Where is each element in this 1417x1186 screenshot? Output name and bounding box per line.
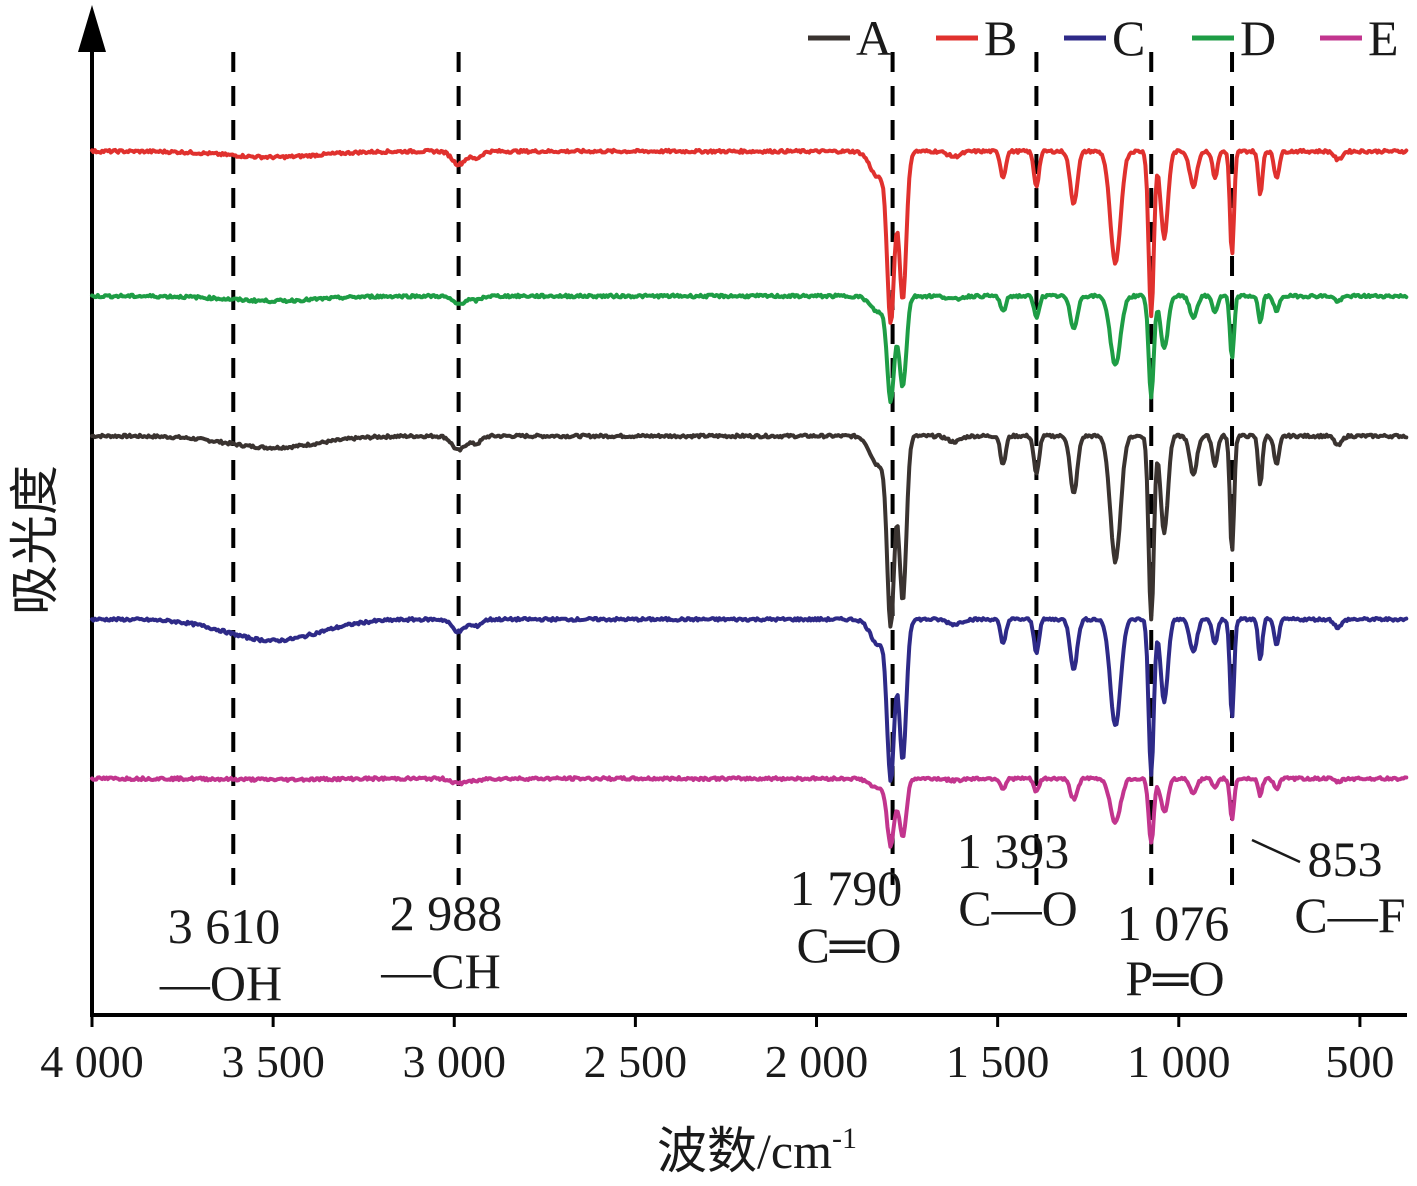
peak-annotations: 3 610 —OH 2 988 —CH 1 790 C═O 1 393 C—O … [159,823,1406,1011]
annotation-value-1393: 1 393 [957,823,1070,879]
x-tick-label: 3 500 [221,1036,325,1087]
reference-lines [231,52,1235,885]
series-C-line [90,615,1409,783]
legend-label-C: C [1112,10,1145,66]
legend-label-B: B [984,10,1017,66]
annotation-value-1076: 1 076 [1117,895,1230,951]
x-tick-label: 500 [1325,1036,1394,1087]
annotation-group-3610: —OH [159,955,282,1011]
x-tick-label: 2 500 [584,1036,688,1087]
legend: A B C D E [808,10,1399,66]
series-D-line [90,292,1409,404]
annotation-group-1790: C═O [797,917,902,973]
series-B-line [90,147,1409,325]
x-tick-label: 2 000 [765,1036,869,1087]
annotation-value-853: 853 [1308,831,1383,887]
annotation-value-1790: 1 790 [790,860,903,916]
annotation-value-2988: 2 988 [390,885,503,941]
x-tick-label: 1 000 [1127,1036,1231,1087]
legend-label-D: D [1240,10,1276,66]
series-E-line [90,775,1409,849]
x-axis-ticks: 4 000 3 500 3 000 2 500 2 000 1 500 1 000 500 [40,1015,1394,1087]
x-axis-title: 波数/cm-1 [657,1122,857,1179]
annotation-group-1393: C—O [958,880,1077,936]
x-tick-label: 1 500 [946,1036,1050,1087]
annotation-group-1076: P═O [1125,950,1224,1006]
y-axis-title: 吸光度 [7,465,63,615]
annotation-leader-853 [1251,838,1301,864]
legend-label-A: A [856,10,892,66]
y-axis-arrow [78,5,106,52]
annotation-group-853: C—F [1294,887,1405,943]
x-tick-label: 3 000 [403,1036,507,1087]
legend-label-E: E [1368,10,1399,66]
x-tick-label: 4 000 [40,1036,144,1087]
annotation-value-3610: 3 610 [168,898,281,954]
series-group [90,147,1409,849]
annotation-group-2988: —CH [380,943,500,999]
series-A-line [90,432,1409,629]
